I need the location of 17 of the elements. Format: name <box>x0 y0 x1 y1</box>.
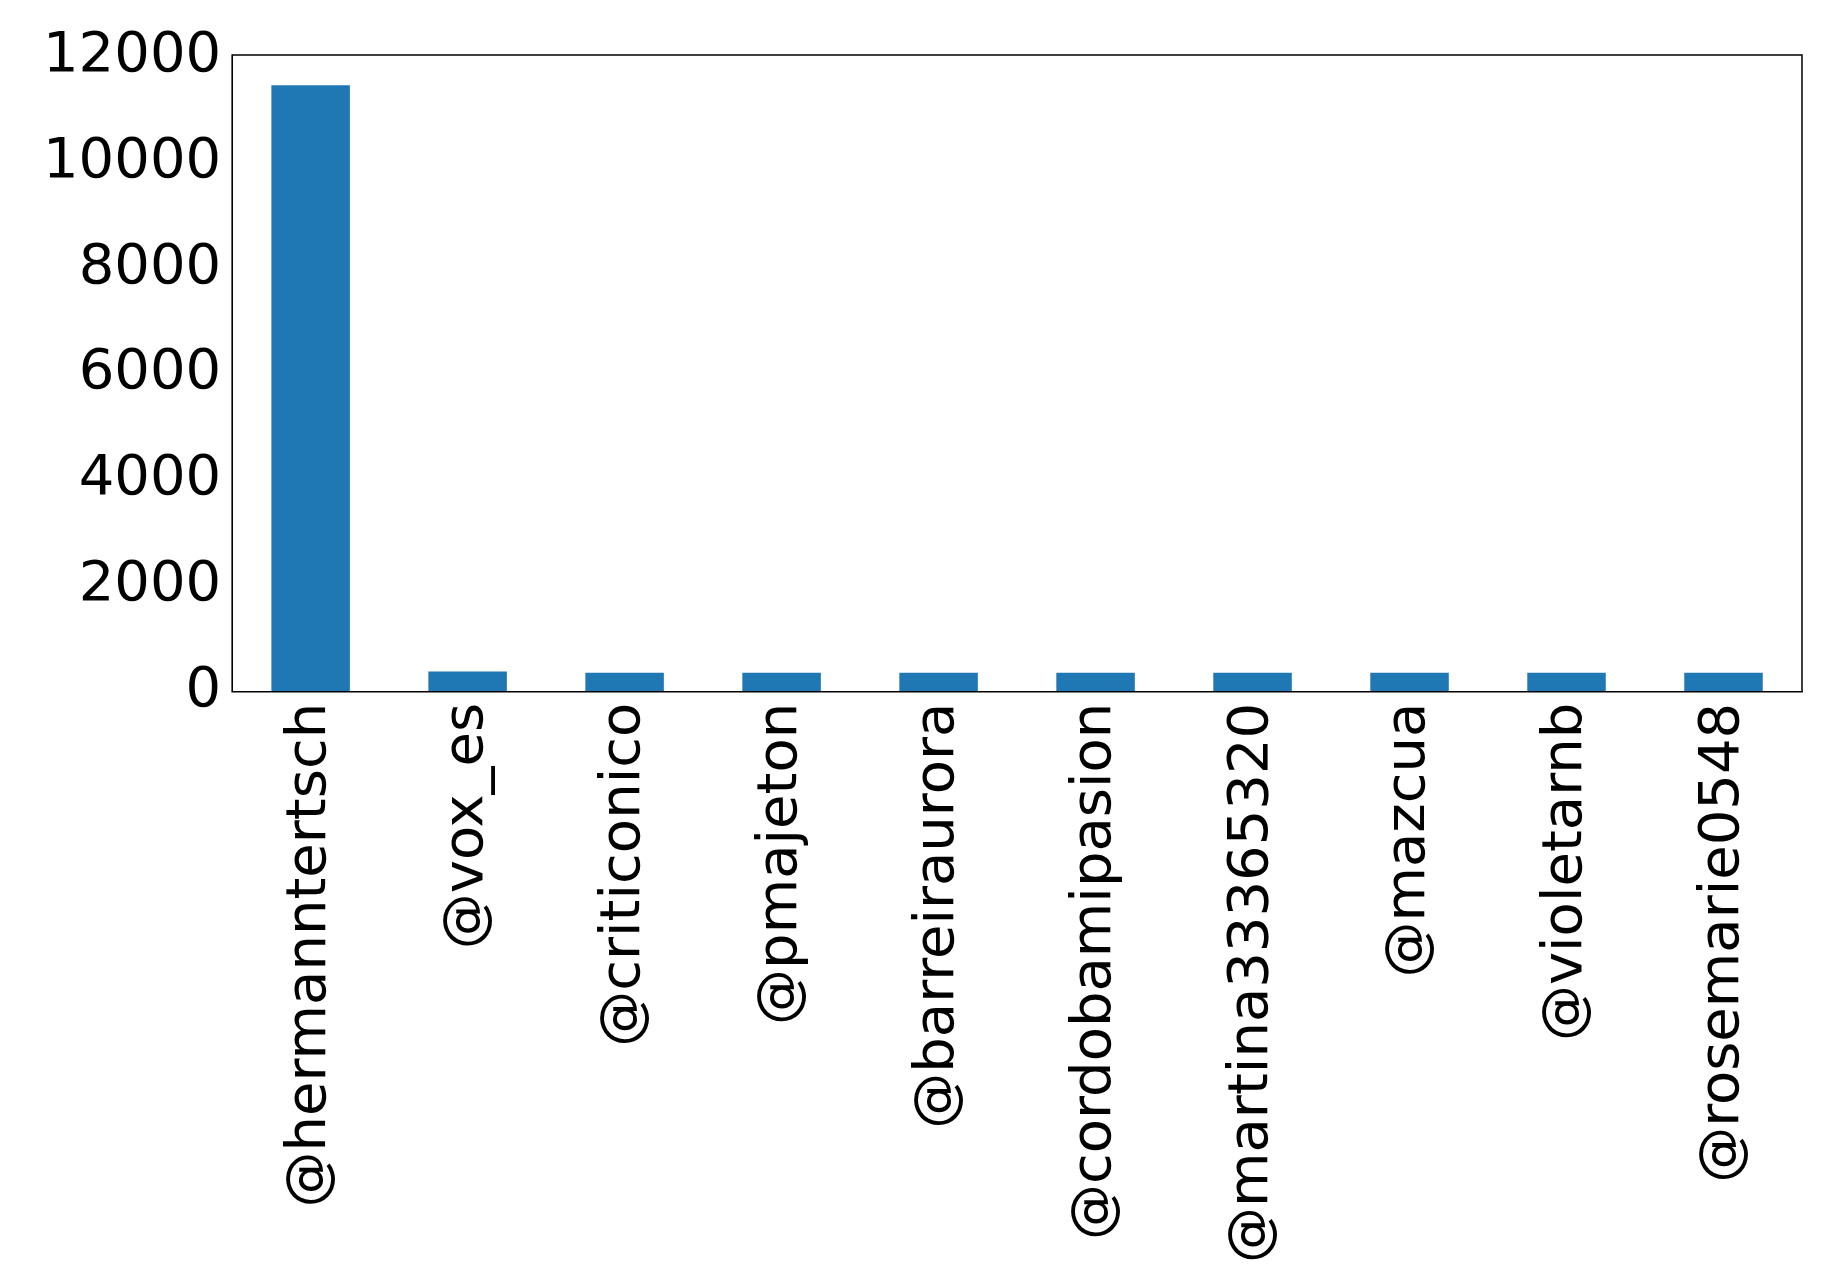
x-tick-label: @hermanntertsch <box>273 702 339 1208</box>
x-tick-label: @mazcua <box>1372 702 1438 978</box>
y-tick-label: 12000 <box>42 18 222 84</box>
x-tick-label: @criticonico <box>587 702 653 1047</box>
y-tick-label: 8000 <box>78 230 222 296</box>
x-tick-label: @violetarnb <box>1529 702 1595 1042</box>
y-tick-label: 6000 <box>78 336 222 402</box>
y-tick-label: 10000 <box>42 124 222 190</box>
x-tick-label: @martina33365320 <box>1215 702 1281 1263</box>
x-tick-label: @rosemarie0548 <box>1686 702 1752 1183</box>
x-tick-label: @pmajeton <box>744 702 810 1025</box>
x-tick-label: @barreiraurora <box>901 702 967 1129</box>
x-tick-label: @vox_es <box>430 702 496 950</box>
y-tick-label: 2000 <box>78 548 222 614</box>
x-tick-label: @cordobamipasion <box>1058 702 1124 1240</box>
y-tick-label: 0 <box>185 654 222 720</box>
y-tick-label: 4000 <box>78 442 222 508</box>
